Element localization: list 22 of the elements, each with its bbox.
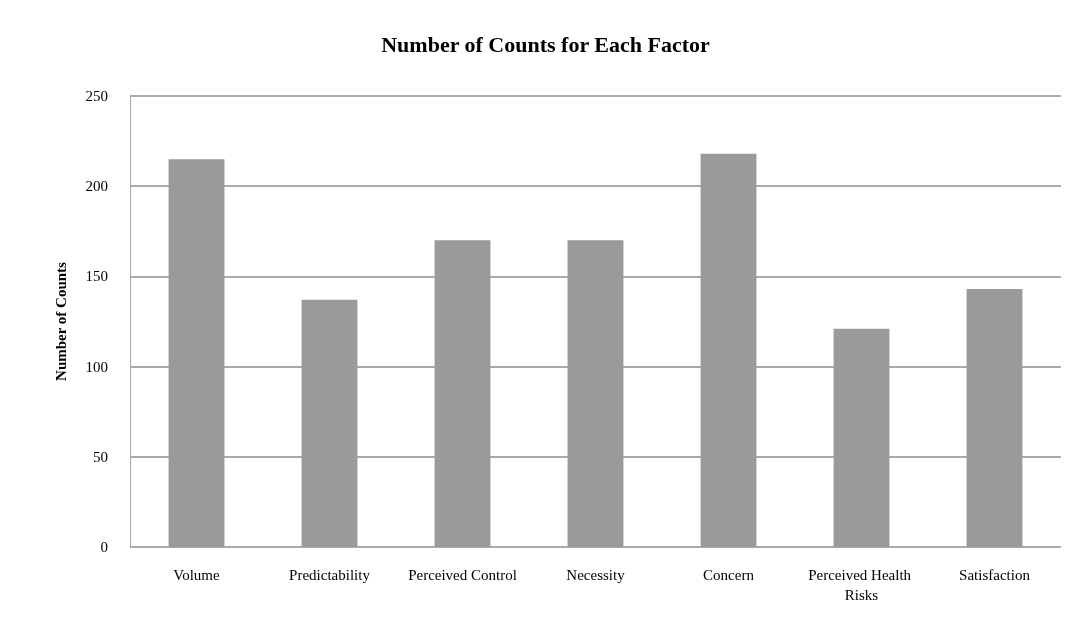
bar [700,153,757,547]
x-tick-label: Satisfaction [959,567,1031,583]
bar [966,289,1023,547]
x-tick-label: Perceived Health Risks [808,567,915,603]
bar [833,328,890,547]
y-tick-label: 200 [85,178,108,195]
y-tick-label: 0 [100,539,108,555]
y-tick-label: 250 [85,88,108,104]
y-axis-title: Number of Counts [52,261,69,381]
y-tick-label: 100 [85,358,108,375]
chart-title: Number of Counts for Each Factor [381,31,710,57]
bar [434,240,491,547]
x-tick-label: Necessity [566,567,626,583]
x-tick-label: Concern [703,567,755,583]
bar [168,159,225,547]
bar [301,299,358,547]
x-tick-label: Perceived Control [408,567,517,583]
y-tick-label: 150 [85,268,108,285]
bar [567,240,624,547]
x-tick-label: Predictability [289,567,371,583]
x-tick-label: Volume [173,567,221,583]
y-tick-label: 50 [93,448,108,465]
